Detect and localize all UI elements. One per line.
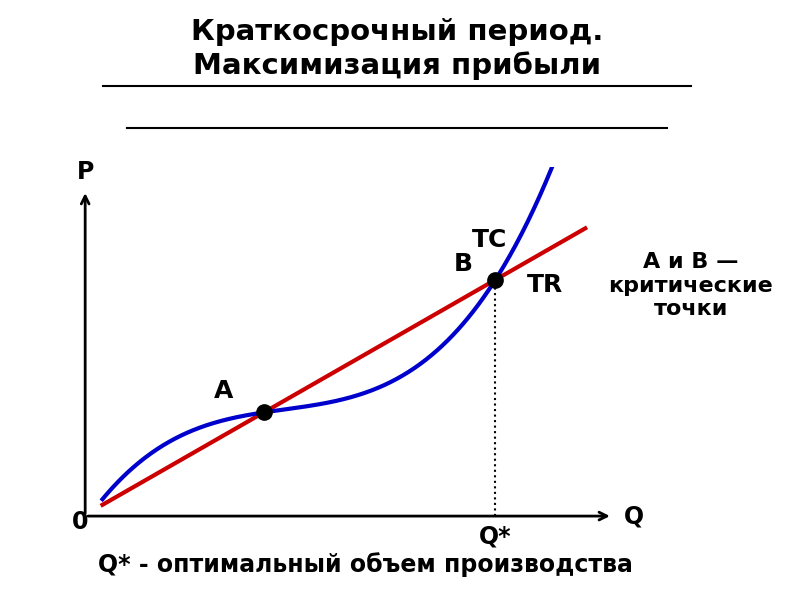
Text: Краткосрочный период.
Максимизация прибыли: Краткосрочный период. Максимизация прибы… bbox=[191, 18, 603, 80]
Text: B: B bbox=[454, 252, 473, 276]
Text: Q: Q bbox=[623, 504, 644, 528]
Text: 0: 0 bbox=[72, 510, 89, 534]
Text: А и В —
критические
точки: А и В — критические точки bbox=[608, 252, 773, 319]
Text: Q*: Q* bbox=[479, 524, 511, 549]
Text: TR: TR bbox=[527, 274, 564, 298]
Text: TC: TC bbox=[472, 228, 507, 252]
Text: A: A bbox=[214, 379, 233, 403]
Text: Q* - оптимальный объем производства: Q* - оптимальный объем производства bbox=[98, 552, 633, 577]
Text: P: P bbox=[76, 159, 94, 183]
